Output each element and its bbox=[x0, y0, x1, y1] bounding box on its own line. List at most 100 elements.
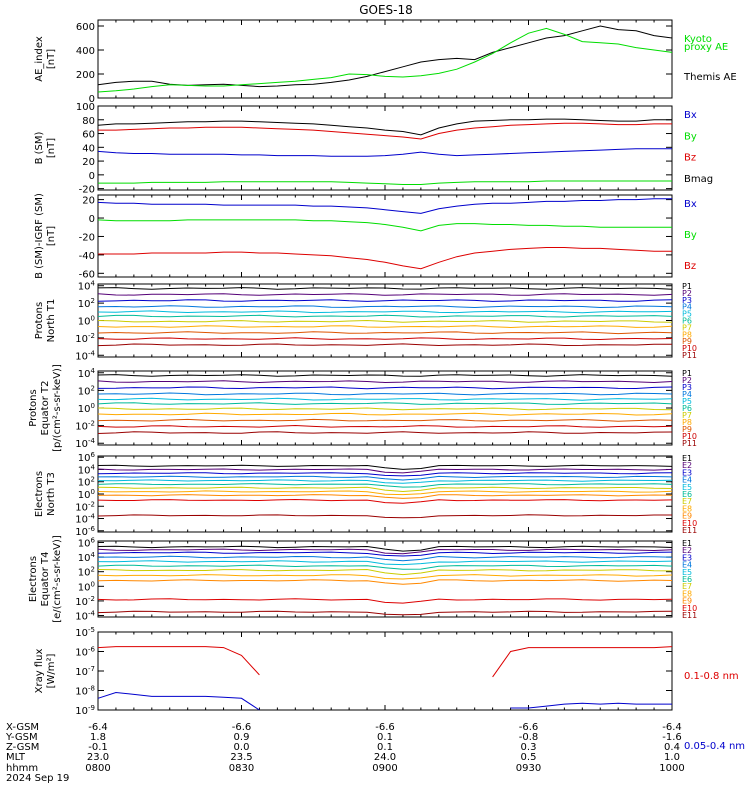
footer-value: 1.8 bbox=[90, 732, 106, 743]
channel-line bbox=[97, 564, 673, 570]
footer-value: 0.4 bbox=[664, 742, 680, 753]
channel-line bbox=[97, 331, 673, 335]
y-tick-label: 10-9 bbox=[75, 704, 95, 717]
channel-line bbox=[97, 548, 673, 555]
y-axis-label: [nT] bbox=[46, 226, 57, 246]
series-line bbox=[98, 180, 672, 185]
footer-value: -6.4 bbox=[662, 722, 682, 733]
legend-entry: E4 bbox=[682, 561, 692, 570]
y-tick-label: 100 bbox=[78, 488, 95, 501]
channel-line bbox=[97, 392, 673, 396]
y-tick-label: 40 bbox=[82, 143, 95, 154]
y-axis-label: [nT] bbox=[46, 49, 57, 69]
channel-line bbox=[97, 551, 673, 557]
channel-line bbox=[97, 574, 673, 580]
footer-value: -6.6 bbox=[375, 722, 395, 733]
legend-entry: P6 bbox=[682, 404, 692, 413]
footer-value: 1.0 bbox=[664, 752, 680, 763]
series-line bbox=[98, 122, 672, 140]
legend-entry: P2 bbox=[682, 376, 692, 385]
legend-entry: E11 bbox=[682, 611, 697, 620]
footer-row-label: MLT bbox=[6, 752, 26, 763]
channel-line bbox=[97, 472, 673, 477]
legend-entry: P9 bbox=[682, 337, 692, 346]
footer-value: 0.1 bbox=[377, 742, 393, 753]
y-tick-label: 600 bbox=[76, 22, 95, 33]
y-tick-label: 100 bbox=[78, 402, 95, 415]
channel-line bbox=[97, 424, 673, 428]
legend-entry: Kyoto bbox=[684, 34, 712, 45]
footer-value: 0.1 bbox=[377, 732, 393, 743]
legend-entry: E6 bbox=[682, 575, 692, 584]
y-tick-label: 10-7 bbox=[75, 665, 95, 678]
channel-line bbox=[97, 514, 672, 519]
footer-value: 1000 bbox=[659, 763, 684, 774]
channel-line bbox=[97, 402, 673, 405]
series-line bbox=[97, 198, 672, 214]
legend-entry: P8 bbox=[682, 330, 692, 339]
series-line bbox=[97, 27, 673, 93]
y-tick-label: 10-4 bbox=[75, 513, 95, 526]
footer-row-label: hhmm bbox=[6, 763, 38, 774]
series-line bbox=[97, 148, 672, 157]
y-axis-label: [p/(cm²-s-sr-keV)] bbox=[52, 364, 63, 452]
y-axis-label: North T1 bbox=[46, 299, 57, 343]
legend-entry: P4 bbox=[682, 390, 692, 399]
channel-line bbox=[97, 337, 673, 341]
legend-entry: 0.05-0.4 nm bbox=[684, 741, 745, 752]
legend-entry: E10 bbox=[682, 604, 697, 613]
channel-line bbox=[97, 498, 673, 504]
legend-entry: E9 bbox=[682, 512, 692, 521]
channel-line bbox=[97, 380, 673, 384]
legend-entry: P9 bbox=[682, 425, 692, 434]
footer-value: 0.9 bbox=[234, 732, 250, 743]
chart-title: GOES-18 bbox=[359, 3, 413, 17]
legend-entry: E7 bbox=[682, 497, 692, 506]
channel-line bbox=[97, 555, 673, 562]
series-line bbox=[97, 25, 673, 88]
legend-entry: P8 bbox=[682, 418, 692, 427]
channel-line bbox=[97, 412, 673, 416]
series-line bbox=[97, 646, 260, 676]
legend-entry: P1 bbox=[682, 369, 692, 378]
y-tick-label: -40 bbox=[79, 251, 95, 262]
footer-value: 0800 bbox=[85, 763, 110, 774]
y-tick-label: 10-2 bbox=[75, 595, 95, 608]
y-tick-label: 102 bbox=[78, 476, 95, 489]
legend-entry: P5 bbox=[682, 397, 692, 406]
y-tick-label: 10-2 bbox=[75, 500, 95, 513]
channel-line bbox=[97, 579, 673, 585]
footer-value: 23.0 bbox=[87, 752, 109, 763]
panel-frame bbox=[97, 19, 673, 99]
legend-entry: E3 bbox=[682, 468, 692, 477]
legend-entry: Bx bbox=[684, 110, 697, 121]
y-tick-label: 10-4 bbox=[75, 349, 95, 362]
y-tick-label: 80 bbox=[82, 116, 95, 127]
y-tick-label: 100 bbox=[76, 102, 95, 113]
series-line bbox=[97, 219, 672, 232]
legend-entry: E5 bbox=[682, 568, 692, 577]
y-tick-label: 60 bbox=[82, 130, 95, 141]
legend-entry: Bx bbox=[684, 199, 697, 210]
y-tick-label: 10-4 bbox=[75, 437, 95, 450]
y-axis-label: [nT] bbox=[46, 138, 57, 158]
y-axis-label: [e/(cm²-s-sr-keV)] bbox=[52, 535, 63, 623]
series-line bbox=[492, 646, 673, 678]
y-tick-label: 10-5 bbox=[75, 626, 95, 639]
legend-entry: By bbox=[684, 131, 697, 142]
y-tick-label: 102 bbox=[78, 384, 95, 397]
y-tick-label: 102 bbox=[78, 297, 95, 310]
legend-entry: P4 bbox=[682, 303, 692, 312]
channel-line bbox=[97, 299, 673, 302]
channel-line bbox=[97, 325, 673, 329]
y-tick-label: -20 bbox=[79, 232, 95, 243]
channel-line bbox=[97, 374, 673, 377]
y-tick-label: 20 bbox=[82, 196, 95, 207]
y-tick-label: 104 bbox=[78, 367, 96, 380]
y-tick-label: 100 bbox=[78, 580, 95, 593]
channel-line bbox=[97, 568, 673, 576]
y-axis-label: Xray flux bbox=[34, 649, 45, 694]
footer-row-label: Y-GSM bbox=[5, 732, 38, 743]
footer-value: 23.5 bbox=[230, 752, 252, 763]
channel-line bbox=[97, 343, 673, 347]
